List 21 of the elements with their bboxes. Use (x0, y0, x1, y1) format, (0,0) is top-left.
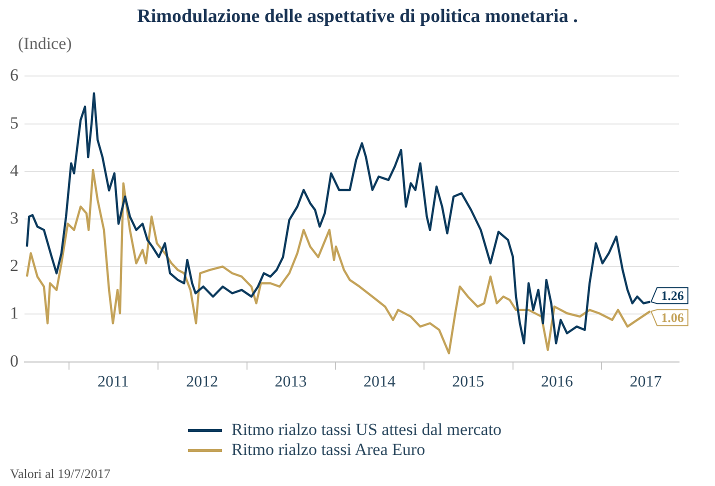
y-tick-label: 1 (10, 304, 18, 323)
y-tick-label: 3 (10, 208, 18, 228)
annotation: 1.26 (661, 288, 684, 303)
y-tick-label: 2 (10, 256, 18, 276)
text: Valori al 19/7/2017 (10, 466, 110, 482)
legend-label: Ritmo rialzo tassi US attesi dal mercato (232, 420, 502, 440)
y-tick-label: 0 (10, 351, 18, 370)
x-tick-label: 2015 (452, 374, 484, 391)
x-tick-label: 2011 (97, 374, 129, 391)
chart-subtitle: (Indice) (18, 34, 72, 54)
x-tick-label: 2017 (630, 374, 662, 391)
annotation: 1.06 (661, 310, 684, 325)
x-tick-label: 2016 (541, 374, 574, 391)
chart-title: Rimodulazione delle aspettative di politica monetaria . (136, 6, 579, 28)
x-tick-label: 2012 (186, 374, 218, 391)
x-tick-label: 2013 (274, 374, 307, 391)
y-tick-label: 6 (10, 66, 18, 85)
y-tick-label: 4 (10, 160, 19, 180)
x-tick-label: 2014 (363, 374, 396, 391)
y-tick-label: 5 (10, 113, 18, 132)
legend-label: Ritmo rialzo tassi Area Euro (232, 440, 426, 460)
